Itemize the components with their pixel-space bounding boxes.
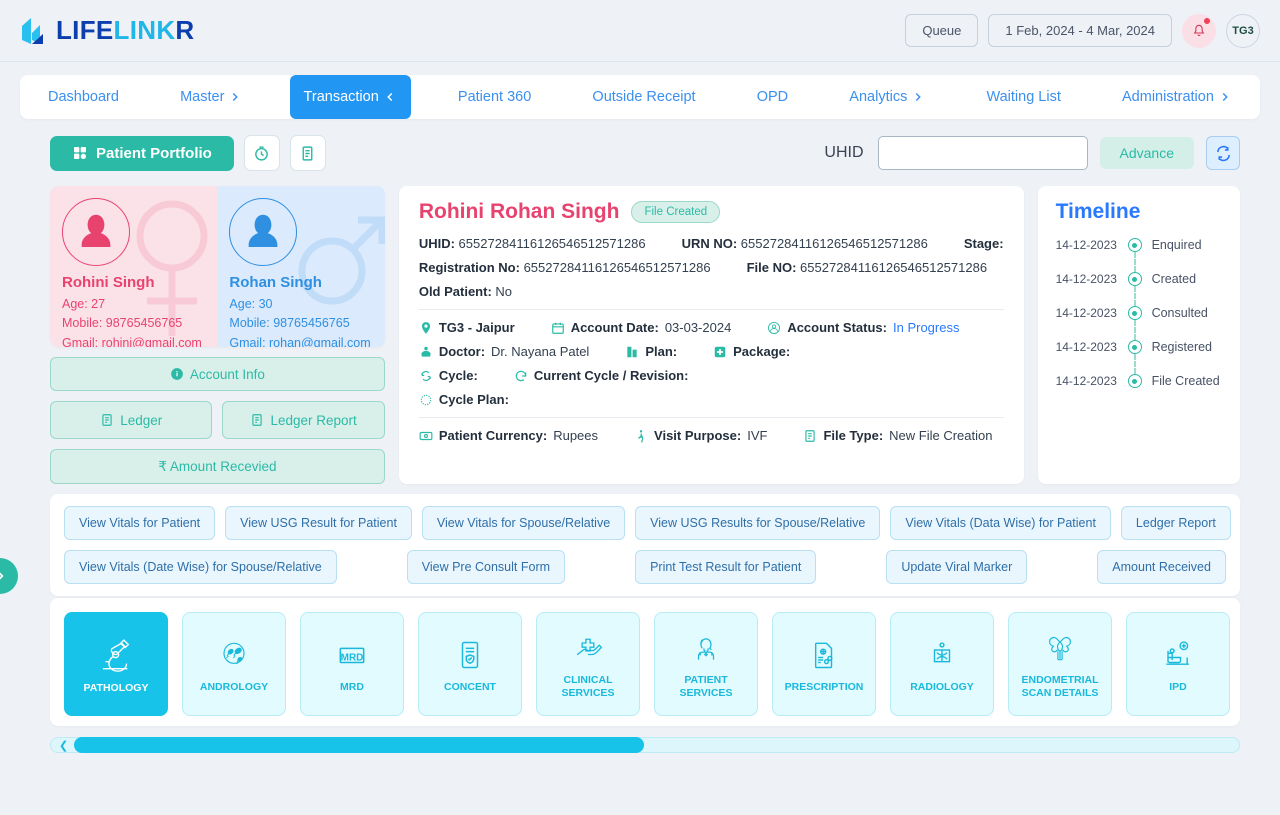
svg-text:MRD: MRD: [341, 652, 364, 663]
